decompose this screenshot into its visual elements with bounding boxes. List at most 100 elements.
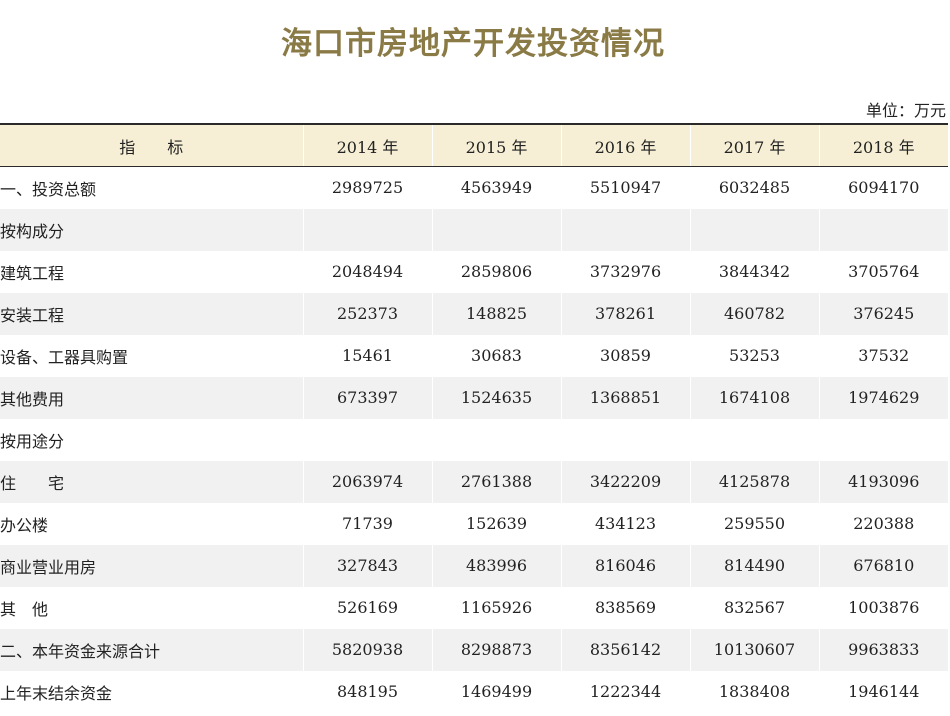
table-cell: 2859806 — [431, 250, 562, 293]
table-row: 按构成分 — [0, 208, 948, 251]
row-label: 商业营业用房 — [0, 544, 304, 587]
table-cell: 10130607 — [689, 628, 820, 671]
table-cell: 1165926 — [431, 586, 562, 629]
table-cell: 1674108 — [689, 376, 820, 419]
table-cell: 814490 — [689, 544, 820, 587]
table-cell — [689, 208, 820, 251]
table-cell: 1838408 — [689, 670, 820, 713]
table-cell: 8298873 — [431, 628, 562, 671]
table-cell: 673397 — [302, 376, 433, 419]
row-label: 住 宅 — [0, 460, 304, 503]
table-row: 一、投资总额 2989725 4563949 5510947 6032485 6… — [0, 166, 948, 209]
table-cell: 3422209 — [560, 460, 691, 503]
table-cell: 152639 — [431, 502, 562, 545]
table-row: 按用途分 — [0, 418, 948, 461]
header-year: 2017 年 — [689, 123, 820, 167]
table-cell: 526169 — [302, 586, 433, 629]
table-row: 安装工程 252373 148825 378261 460782 376245 — [0, 292, 948, 335]
table-cell: 816046 — [560, 544, 691, 587]
table-cell — [302, 418, 433, 461]
table-cell — [431, 418, 562, 461]
table-cell: 1003876 — [818, 586, 948, 629]
table-cell: 676810 — [818, 544, 948, 587]
header-year: 2014 年 — [302, 123, 433, 167]
table-cell: 3844342 — [689, 250, 820, 293]
table-cell: 3732976 — [560, 250, 691, 293]
header-indicator: 指 标 — [0, 123, 304, 167]
table-cell: 2063974 — [302, 460, 433, 503]
table-cell: 1368851 — [560, 376, 691, 419]
unit-label: 单位：万元 — [865, 101, 946, 120]
row-label: 一、投资总额 — [0, 166, 304, 209]
table-cell: 832567 — [689, 586, 820, 629]
table-cell: 37532 — [818, 334, 948, 377]
table-cell: 2761388 — [431, 460, 562, 503]
table-cell — [689, 418, 820, 461]
table-row: 商业营业用房 327843 483996 816046 814490 67681… — [0, 544, 948, 587]
row-label: 按用途分 — [0, 418, 304, 461]
table-cell — [560, 418, 691, 461]
table-cell: 460782 — [689, 292, 820, 335]
header-year: 2015 年 — [431, 123, 562, 167]
table-row: 上年末结余资金 848195 1469499 1222344 1838408 1… — [0, 670, 948, 713]
row-label: 办公楼 — [0, 502, 304, 545]
table-cell — [560, 208, 691, 251]
row-label: 二、本年资金来源合计 — [0, 628, 304, 671]
table-cell: 53253 — [689, 334, 820, 377]
table-cell: 1469499 — [431, 670, 562, 713]
table-cell: 1222344 — [560, 670, 691, 713]
table-body: 一、投资总额 2989725 4563949 5510947 6032485 6… — [0, 166, 948, 713]
table-cell — [302, 208, 433, 251]
table-cell: 4193096 — [818, 460, 948, 503]
table-cell: 434123 — [560, 502, 691, 545]
row-label: 上年末结余资金 — [0, 670, 304, 713]
page-title: 海口市房地产开发投资情况 — [281, 26, 665, 62]
table-cell: 378261 — [560, 292, 691, 335]
table-cell: 1524635 — [431, 376, 562, 419]
header-year: 2016 年 — [560, 123, 691, 167]
table-cell: 2048494 — [302, 250, 433, 293]
row-label: 其他费用 — [0, 376, 304, 419]
table-row: 其 他 526169 1165926 838569 832567 1003876 — [0, 586, 948, 629]
table-cell — [818, 418, 948, 461]
table-cell: 4563949 — [431, 166, 562, 209]
table-cell: 848195 — [302, 670, 433, 713]
table-cell: 71739 — [302, 502, 433, 545]
table-cell — [431, 208, 562, 251]
table-row: 其他费用 673397 1524635 1368851 1674108 1974… — [0, 376, 948, 419]
table-cell: 483996 — [431, 544, 562, 587]
table-cell: 3705764 — [818, 250, 948, 293]
table-row: 设备、工器具购置 15461 30683 30859 53253 37532 — [0, 334, 948, 377]
row-label: 安装工程 — [0, 292, 304, 335]
table-cell: 15461 — [302, 334, 433, 377]
table-row: 住 宅 2063974 2761388 3422209 4125878 4193… — [0, 460, 948, 503]
table-cell: 8356142 — [560, 628, 691, 671]
header-year: 2018 年 — [818, 123, 948, 167]
table-cell: 6032485 — [689, 166, 820, 209]
table-cell: 4125878 — [689, 460, 820, 503]
row-label: 其 他 — [0, 586, 304, 629]
table-header: 指 标 2014 年 2015 年 2016 年 2017 年 2018 年 — [0, 123, 948, 167]
table-cell: 30683 — [431, 334, 562, 377]
table-cell: 5820938 — [302, 628, 433, 671]
table-cell: 838569 — [560, 586, 691, 629]
header-row: 指 标 2014 年 2015 年 2016 年 2017 年 2018 年 — [0, 123, 948, 167]
table-row: 二、本年资金来源合计 5820938 8298873 8356142 10130… — [0, 628, 948, 671]
table-cell: 6094170 — [818, 166, 948, 209]
table-row: 建筑工程 2048494 2859806 3732976 3844342 370… — [0, 250, 948, 293]
table-cell: 30859 — [560, 334, 691, 377]
row-label: 设备、工器具购置 — [0, 334, 304, 377]
table-cell: 1946144 — [818, 670, 948, 713]
table-row: 办公楼 71739 152639 434123 259550 220388 — [0, 502, 948, 545]
table-cell: 327843 — [302, 544, 433, 587]
investment-table: 指 标 2014 年 2015 年 2016 年 2017 年 2018 年 一… — [0, 123, 948, 713]
table-cell: 9963833 — [818, 628, 948, 671]
table-cell — [818, 208, 948, 251]
table-cell: 5510947 — [560, 166, 691, 209]
table-cell: 220388 — [818, 502, 948, 545]
row-label: 建筑工程 — [0, 250, 304, 293]
table-cell: 376245 — [818, 292, 948, 335]
table-cell: 259550 — [689, 502, 820, 545]
table-cell: 148825 — [431, 292, 562, 335]
